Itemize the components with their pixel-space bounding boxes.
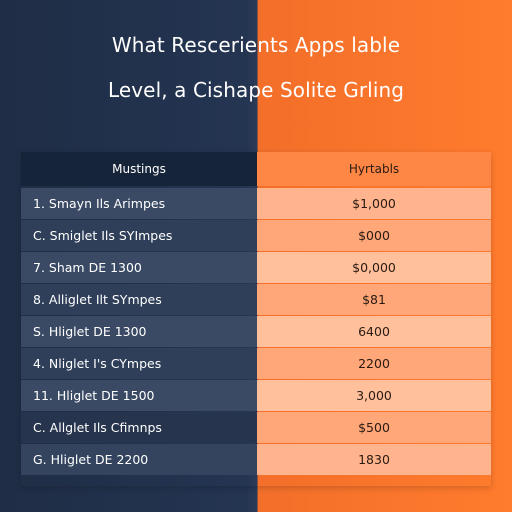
row-label: 4. Nliglet I's CYmpes [21, 348, 257, 379]
right-header: Hyrtabls [257, 152, 491, 186]
comparison-table: Mustings Hyrtabls 1. Smayn Ils Arimpes $… [21, 152, 491, 486]
row-value: $81 [257, 284, 491, 315]
table-row: 4. Nliglet I's CYmpes 2200 [21, 348, 491, 379]
table-row: 7. Sham DE 1300 $0,000 [21, 252, 491, 283]
row-value: $000 [257, 220, 491, 251]
row-label: 11. Hliglet DE 1500 [21, 380, 257, 411]
row-label: G. Hliglet DE 2200 [21, 444, 257, 475]
row-value: $1,000 [257, 188, 491, 219]
row-label: 8. Alliglet Ilt SYmpes [21, 284, 257, 315]
table-row: G. Hliglet DE 2200 1830 [21, 444, 491, 475]
left-header: Mustings [21, 152, 257, 186]
row-label: C. Smiglet Ils SYImpes [21, 220, 257, 251]
row-value: 1830 [257, 444, 491, 475]
row-value: $500 [257, 412, 491, 443]
row-label: S. Hliglet DE 1300 [21, 316, 257, 347]
row-value: 3,000 [257, 380, 491, 411]
row-label: C. Allglet Ils Cfimnps [21, 412, 257, 443]
row-label: 7. Sham DE 1300 [21, 252, 257, 283]
title-line-1: What Rescerients Apps lable [111, 33, 401, 57]
title-line-2: Level, a Cishape Solite Grling [107, 78, 405, 102]
row-value: $0,000 [257, 252, 491, 283]
table-row: 11. Hliglet DE 1500 3,000 [21, 380, 491, 411]
table-row: S. Hliglet DE 1300 6400 [21, 316, 491, 347]
row-value: 2200 [257, 348, 491, 379]
row-value: 6400 [257, 316, 491, 347]
table-row: C. Smiglet Ils SYImpes $000 [21, 220, 491, 251]
row-label: 1. Smayn Ils Arimpes [21, 188, 257, 219]
table-header-row: Mustings Hyrtabls [21, 152, 491, 186]
table-row: C. Allglet Ils Cfimnps $500 [21, 412, 491, 443]
table-row: 1. Smayn Ils Arimpes $1,000 [21, 188, 491, 219]
table-row: 8. Alliglet Ilt SYmpes $81 [21, 284, 491, 315]
